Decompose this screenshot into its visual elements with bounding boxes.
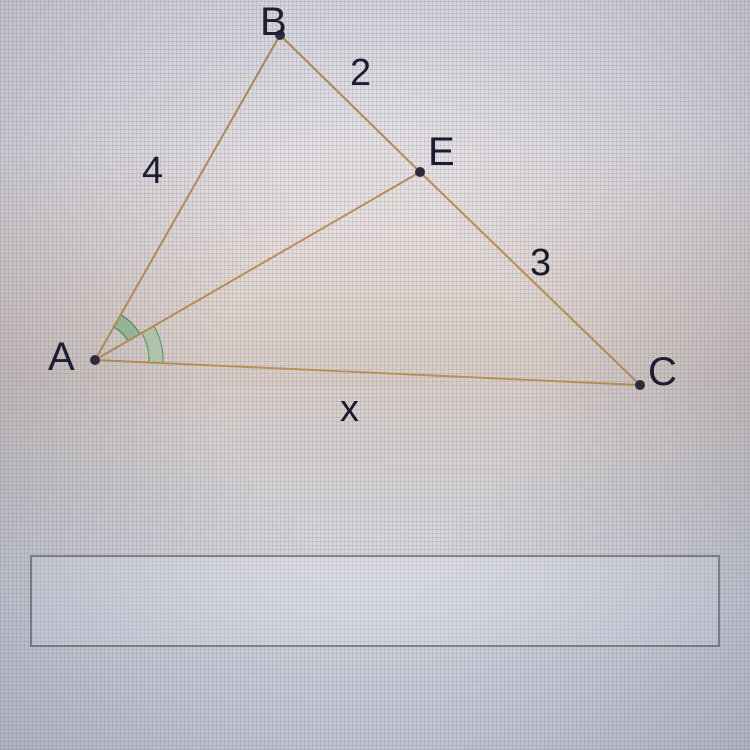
answer-input-box[interactable] (30, 555, 720, 647)
vertex-point (415, 167, 425, 177)
vertex-point (90, 355, 100, 365)
edge-line (95, 172, 420, 360)
point-label: C (648, 350, 677, 395)
edge-line (95, 360, 640, 385)
point-label: B (260, 0, 287, 45)
edge-label: x (340, 388, 359, 431)
edge-line (95, 35, 280, 360)
vertex-point (635, 380, 645, 390)
edge-label: 3 (530, 242, 551, 285)
point-label: E (428, 130, 455, 175)
edge-label: 4 (142, 150, 163, 193)
edge-label: 2 (350, 52, 371, 95)
point-label: A (48, 335, 75, 380)
